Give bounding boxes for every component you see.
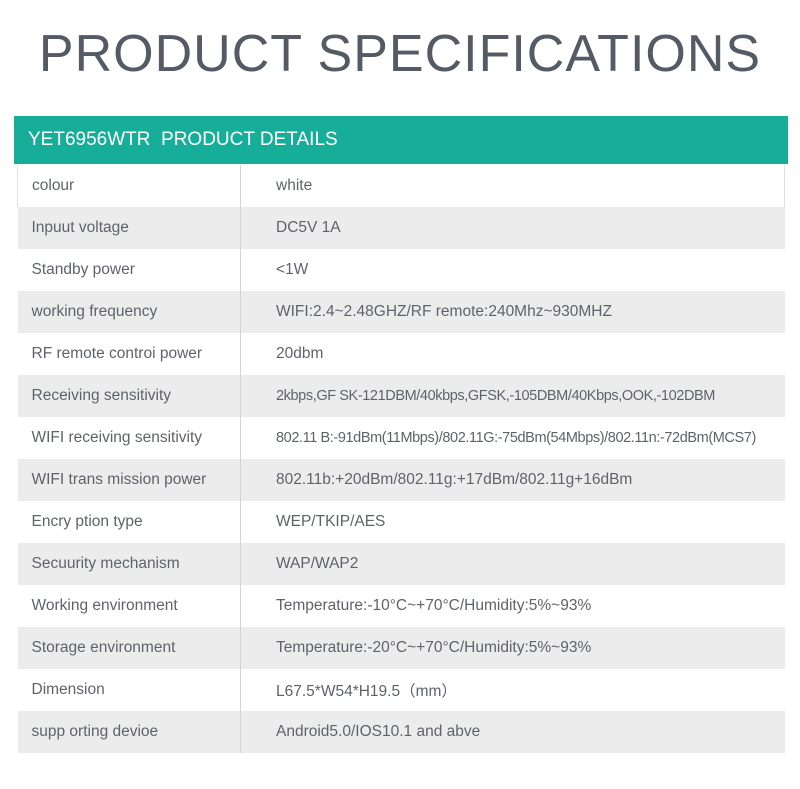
spec-value: Temperature:-20°C~+70°C/Humidity:5%~93% — [240, 627, 785, 669]
spec-value: Android5.0/IOS10.1 and abve — [240, 711, 785, 753]
table-row: colour white — [17, 165, 785, 207]
spec-value: WEP/TKIP/AES — [240, 501, 785, 543]
table-row: Storage environment Temperature:-20°C~+7… — [17, 627, 785, 669]
spec-label: Working environment — [17, 585, 241, 627]
table-row: Dimension L67.5*W54*H19.5（mm） — [17, 669, 785, 711]
spec-value: 2kbps,GF SK-121DBM/40kbps,GFSK,-105DBM/4… — [240, 375, 785, 417]
spec-value: DC5V 1A — [240, 207, 785, 249]
spec-label: colour — [17, 165, 241, 207]
spec-value: 20dbm — [240, 333, 785, 375]
spec-value: Temperature:-10°C~+70°C/Humidity:5%~93% — [240, 585, 785, 627]
table-row: supp orting devioe Android5.0/IOS10.1 an… — [17, 711, 785, 753]
spec-label: Inpuut voltage — [17, 207, 241, 249]
spec-label: Secuurity mechanism — [17, 543, 241, 585]
page-title: PRODUCT SPECIFICATIONS — [38, 25, 762, 83]
spec-label: WIFI trans mission power — [17, 459, 241, 501]
table-row: Standby power <1W — [17, 249, 785, 291]
spec-value: white — [240, 165, 785, 207]
table-row: Encry ption type WEP/TKIP/AES — [17, 501, 785, 543]
table-row: WIFI receiving sensitivity 802.11 B:-91d… — [17, 417, 785, 459]
spec-label: Dimension — [17, 669, 241, 711]
table-row: RF remote controi power 20dbm — [17, 333, 785, 375]
spec-value: 802.11b:+20dBm/802.11g:+17dBm/802.11g+16… — [240, 459, 785, 501]
spec-value: WIFI:2.4~2.48GHZ/RF remote:240Mhz~930MHZ — [240, 291, 785, 333]
product-details-header: YET6956WTR PRODUCT DETAILS — [14, 116, 788, 164]
spec-value: L67.5*W54*H19.5（mm） — [240, 669, 785, 711]
spec-label: working frequency — [17, 291, 241, 333]
spec-label: WIFI receiving sensitivity — [17, 417, 241, 459]
table-row: Secuurity mechanism WAP/WAP2 — [17, 543, 785, 585]
table-row: Inpuut voltage DC5V 1A — [17, 207, 785, 249]
spec-label: Standby power — [17, 249, 241, 291]
spec-label: supp orting devioe — [17, 711, 241, 753]
spec-label: Receiving sensitivity — [17, 375, 241, 417]
table-row: Working environment Temperature:-10°C~+7… — [17, 585, 785, 627]
spec-value: 802.11 B:-91dBm(11Mbps)/802.11G:-75dBm(5… — [240, 417, 785, 459]
spec-label: Encry ption type — [17, 501, 241, 543]
table-row: WIFI trans mission power 802.11b:+20dBm/… — [17, 459, 785, 501]
spec-value: WAP/WAP2 — [240, 543, 785, 585]
spec-label: RF remote controi power — [17, 333, 241, 375]
spec-table: colour white Inpuut voltage DC5V 1A Stan… — [17, 165, 785, 753]
spec-label: Storage environment — [17, 627, 241, 669]
table-row: Receiving sensitivity 2kbps,GF SK-121DBM… — [17, 375, 785, 417]
table-row: working frequency WIFI:2.4~2.48GHZ/RF re… — [17, 291, 785, 333]
spec-value: <1W — [240, 249, 785, 291]
